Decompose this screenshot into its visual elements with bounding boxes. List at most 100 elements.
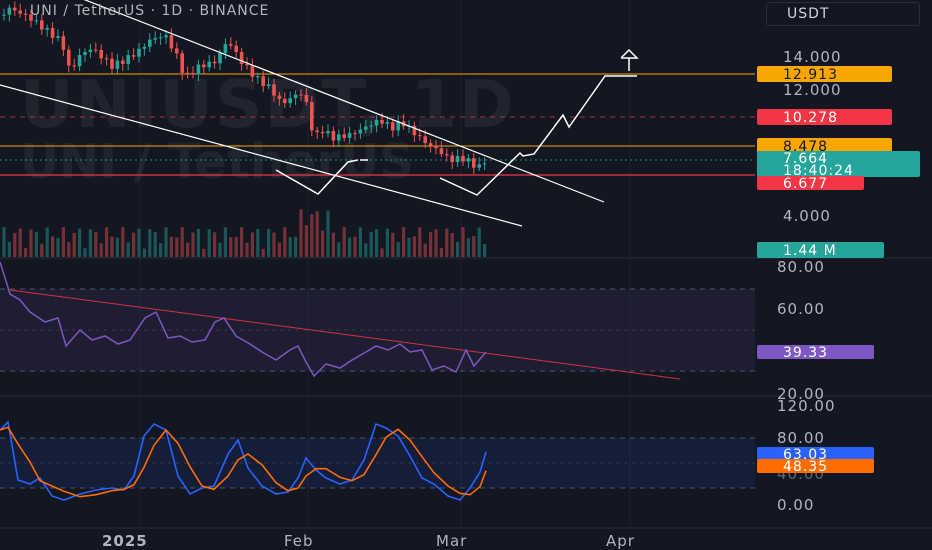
- volume-bar-5: [29, 229, 33, 257]
- candle-body-64: [347, 132, 352, 138]
- candle-body-1: [7, 7, 12, 15]
- volume-bar-9: [51, 236, 55, 257]
- rsi-axis[interactable]: 80.00 60.00 20.00 39.33: [757, 258, 874, 403]
- candle-body-40: [218, 53, 222, 64]
- rsi-value-label: 39.33: [783, 345, 828, 361]
- stoch-rsi-panel[interactable]: [0, 420, 755, 501]
- time-axis[interactable]: [0, 528, 932, 550]
- volume-bar-87: [472, 236, 476, 257]
- last-price-tag: [757, 151, 920, 177]
- volume-bar-11: [61, 227, 65, 257]
- stoch-axis[interactable]: 120.00 80.00 40.00 0.00 63.03 48.35: [757, 397, 874, 514]
- volume-tag: [757, 242, 884, 258]
- candle-body-55: [299, 94, 303, 96]
- candle-body-53: [288, 98, 292, 104]
- volume-bar-73: [396, 242, 400, 257]
- candle-body-58: [315, 130, 319, 133]
- volume-bar-53: [288, 237, 292, 257]
- volume-bar-35: [191, 232, 195, 257]
- price-panel[interactable]: [0, 0, 755, 257]
- volume-bar-22: [121, 227, 125, 257]
- candle-body-6: [34, 20, 39, 22]
- candle-body-81: [439, 148, 444, 155]
- volume-bar-12: [67, 242, 71, 257]
- channel-lower-line: [0, 84, 523, 227]
- last-price-value: 7.664: [783, 151, 828, 167]
- candle-body-85: [461, 155, 465, 162]
- stoch-tick-120: 120.00: [777, 397, 836, 415]
- volume-bar-71: [385, 228, 389, 257]
- currency-selector[interactable]: USDT: [766, 2, 920, 26]
- volume-bar-7: [40, 243, 44, 257]
- volume-bar-51: [277, 242, 281, 257]
- symbol-header[interactable]: UNI / TetherUS · 1D · BINANCE: [30, 3, 270, 19]
- volume-bar-47: [256, 229, 260, 257]
- projection-path-feb: [275, 159, 359, 195]
- volume-bar-76: [412, 236, 416, 257]
- y-tick-14000: 14.000: [783, 48, 842, 66]
- x-tick-apr: Apr: [606, 532, 635, 550]
- volume-bar-19: [105, 227, 109, 257]
- volume-bar-81: [439, 248, 443, 257]
- candle-body-86: [466, 158, 471, 162]
- volume-bar-26: [142, 248, 146, 257]
- candle-body-78: [423, 136, 427, 144]
- volume-bar-60: [326, 210, 330, 257]
- volume-bar-72: [391, 232, 395, 257]
- volume-bar-88: [477, 227, 481, 257]
- candle-body-19: [104, 58, 109, 60]
- volume-bar-0: [2, 227, 6, 257]
- candle-body-2: [13, 7, 17, 11]
- volume-bar-55: [299, 209, 303, 257]
- rsi-panel[interactable]: [0, 261, 755, 380]
- volume-bar-86: [466, 238, 470, 257]
- volume-bar-52: [283, 227, 287, 257]
- volume-bar-48: [261, 248, 265, 257]
- candle-body-72: [391, 122, 395, 131]
- candle-body-51: [277, 95, 282, 99]
- volume-bar-46: [250, 232, 254, 257]
- candle-body-25: [137, 48, 141, 57]
- candle-body-14: [77, 54, 82, 67]
- volume-bar-67: [364, 243, 368, 257]
- volume-bar-79: [429, 231, 433, 257]
- candle-body-36: [196, 64, 201, 75]
- price-tag-10278-label: 10.278: [783, 110, 838, 126]
- volume-bar-13: [72, 232, 76, 257]
- rsi-band: [0, 289, 755, 371]
- candle-body-29: [158, 37, 163, 39]
- y-tick-4000: 4.000: [783, 207, 831, 225]
- candle-body-82: [445, 154, 449, 156]
- candle-body-0: [2, 14, 6, 16]
- candle-body-17: [94, 49, 98, 51]
- volume-bar-80: [434, 229, 438, 257]
- volume-bar-1: [7, 241, 11, 257]
- price-axis[interactable]: 14.000 12.000 4.000 12.913 10.278 8.478 …: [757, 48, 920, 259]
- volume-bar-37: [202, 248, 206, 257]
- candle-body-11: [61, 36, 66, 50]
- candle-body-38: [207, 61, 211, 68]
- candle-body-3: [18, 10, 22, 14]
- volume-bar-63: [342, 227, 346, 257]
- volume-bar-75: [407, 237, 411, 257]
- volume-bars: [2, 209, 487, 257]
- volume-bar-62: [337, 242, 341, 257]
- volume-bar-85: [461, 227, 465, 257]
- candle-body-50: [272, 84, 276, 96]
- candle-body-22: [121, 60, 125, 64]
- price-tag-10278: [757, 109, 892, 125]
- volume-bar-82: [445, 228, 449, 257]
- candle-body-20: [110, 58, 114, 69]
- candle-body-67: [364, 126, 368, 130]
- volume-bar-2: [13, 233, 17, 257]
- candle-body-26: [142, 46, 147, 49]
- candle-body-37: [202, 64, 206, 68]
- volume-bar-66: [358, 227, 362, 257]
- candle-body-13: [72, 65, 76, 67]
- candle-body-52: [283, 98, 287, 104]
- volume-bar-43: [234, 237, 238, 257]
- volume-bar-30: [164, 227, 168, 257]
- candle-body-27: [148, 39, 152, 47]
- candle-body-21: [115, 60, 120, 69]
